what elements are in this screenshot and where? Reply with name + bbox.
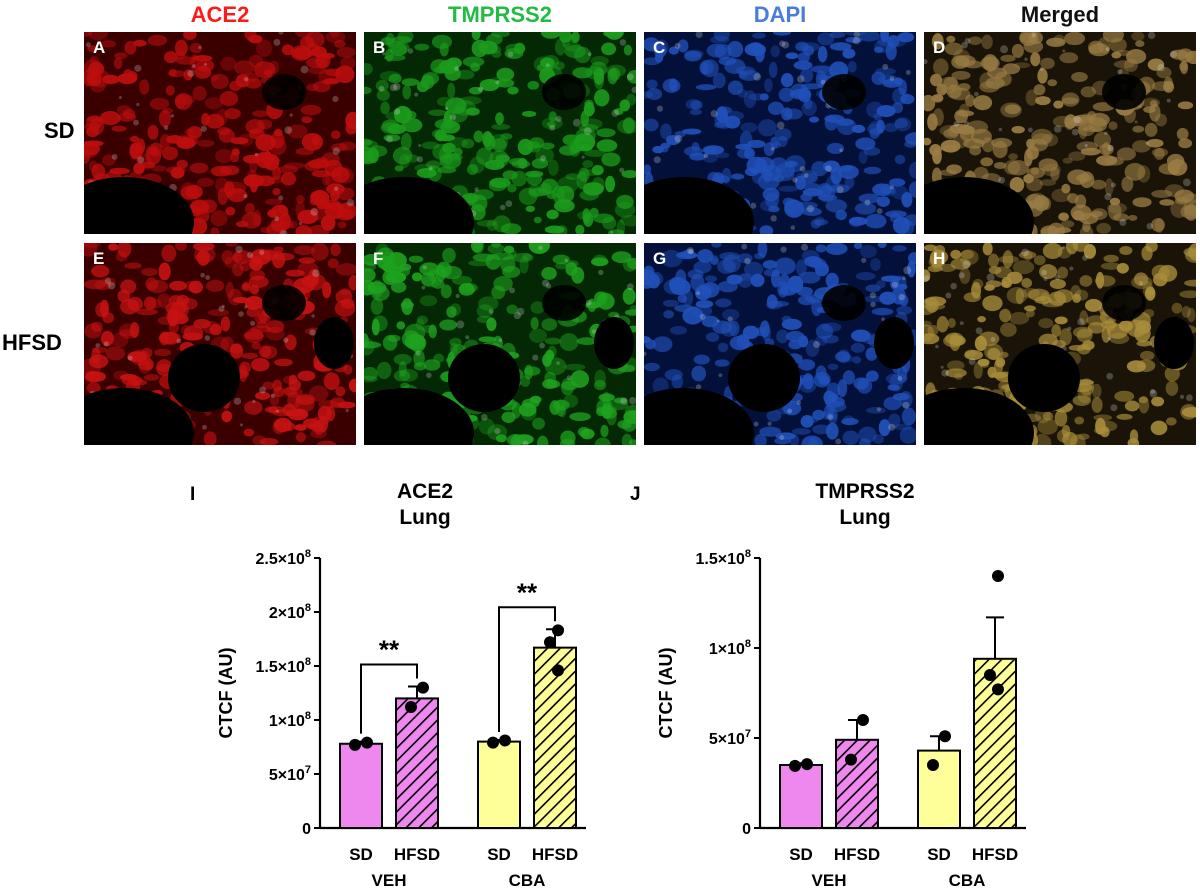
bar-veh-sd [339,742,383,830]
ace2-lung-bar-chart: I ACE2 Lung 0 5×107 1×108 1.5×108 2×108 2.5×108 C… [190,480,586,890]
y-axis-label: CTCF (AU) [216,648,236,739]
data-point [405,701,417,714]
data-point [361,736,373,749]
micrograph-panel-e: E [84,243,356,445]
data-point [544,636,556,649]
data-point [927,759,939,771]
data-point [349,738,361,751]
panel-letter: D [933,38,946,57]
data-point [845,753,857,766]
micrograph-panel-f: F [364,243,636,445]
x-tick-label: HFSD [532,845,578,864]
chart-title: Lung [839,506,890,529]
panel-letter: H [933,249,946,268]
y-tick-label: 5×107 [269,764,311,784]
x-tick-label: HFSD [394,845,440,864]
data-point [992,683,1004,696]
panel-letter: A [93,38,106,57]
y-tick-label: 2.5×108 [255,548,311,568]
panel-letter: G [653,249,667,268]
data-point [984,669,996,681]
tmprss2-lung-bar-chart: J TMPRSS2 Lung 0 5×107 1×108 1.5×108 CTCF (AU) S… [630,480,1026,890]
micrograph-panel-b: B [364,32,636,234]
chart-title: ACE2 [397,480,453,503]
panel-letter: B [373,38,386,57]
panel-letter: C [653,38,666,57]
panel-letter: E [93,249,105,268]
chart-panel-letter: J [630,484,641,505]
bar-veh-sd [779,764,823,829]
group-label: CBA [949,871,986,890]
x-tick-label: HFSD [972,845,1018,864]
micrograph-panel-d: D [924,32,1196,234]
data-point [789,759,801,772]
chart-panel-letter: I [190,484,195,505]
data-point [487,736,499,749]
micrograph-panel-c: C [644,32,916,234]
x-tick-label: SD [349,845,373,864]
y-tick-label: 1.5×108 [255,656,311,676]
y-tick-label: 1.5×108 [695,548,751,568]
group-label: VEH [372,871,407,890]
significance-bracket [360,663,418,734]
x-tick-label: SD [789,845,813,864]
y-tick-label: 0 [302,821,311,838]
group-label: VEH [812,871,847,890]
data-point [499,734,511,747]
column-title-ace2: ACE2 [190,2,250,27]
y-axis-label: CTCF (AU) [656,648,676,739]
row-label-sd: SD [44,118,75,143]
panel-letter: F [373,249,384,268]
y-tick-label: 2×108 [269,602,311,622]
significance-stars: ** [379,635,400,665]
data-point [939,730,951,743]
data-point [552,664,564,677]
micrograph-panel-g: G [644,243,916,445]
significance-stars: ** [517,577,538,607]
micrograph-panel-a: A [84,32,356,234]
y-tick-label: 0 [742,821,751,838]
row-label-hfsd: HFSD [2,330,62,355]
bar-hatch [397,699,437,827]
column-title-merged: Merged [1020,2,1100,27]
chart-title: TMPRSS2 [815,480,914,503]
chart-title: Lung [399,506,450,529]
data-point [417,681,429,694]
y-tick-label: 1×108 [269,710,311,730]
x-tick-label: HFSD [834,845,880,864]
y-tick-label: 1×108 [709,638,751,658]
column-title-tmprss2: TMPRSS2 [448,2,552,27]
group-label: CBA [509,871,546,890]
x-tick-label: SD [927,845,951,864]
data-point [801,758,813,771]
micrograph-panel-h: H [924,243,1196,445]
column-title-dapi: DAPI [753,2,807,27]
data-point [857,714,869,726]
x-tick-label: SD [487,845,511,864]
bar-cba-sd [917,749,961,830]
bar-hatch [535,648,575,827]
significance-bracket [498,606,556,732]
y-tick-label: 5×107 [709,728,751,748]
bar-cba-sd [477,740,521,830]
bar-hatch [837,740,877,827]
data-point [992,570,1004,582]
data-point [552,624,564,637]
